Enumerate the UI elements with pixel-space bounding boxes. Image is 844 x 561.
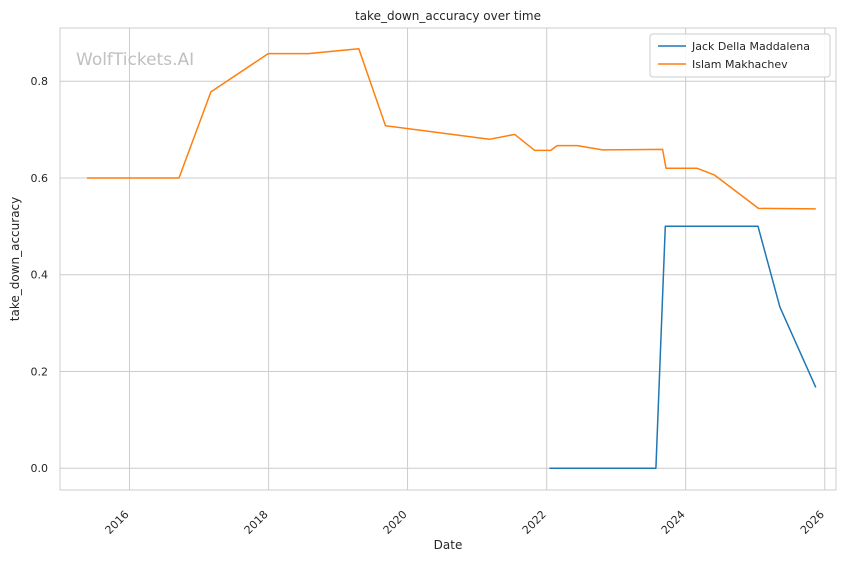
legend: Jack Della Maddalena Islam Makhachev <box>649 33 831 78</box>
y-tick-label: 0.0 <box>31 462 49 475</box>
series-line-islam-makhachev <box>87 48 816 210</box>
y-tick-label: 0.6 <box>31 172 49 185</box>
chart-title: take_down_accuracy over time <box>355 9 541 23</box>
y-tick-label: 0.8 <box>31 75 49 88</box>
plot-area-frame <box>59 27 837 491</box>
y-tick-labels: 0.0 0.2 0.4 0.6 0.8 <box>31 75 49 475</box>
legend-label-jack-della-maddalena: Jack Della Maddalena <box>691 40 810 53</box>
y-tick-label: 0.4 <box>31 269 49 282</box>
series-line-jack-della-maddalena <box>549 225 817 469</box>
series-lines <box>87 48 817 469</box>
watermark-text: WolfTickets.AI <box>76 50 194 70</box>
grid-lines <box>60 28 836 490</box>
y-tick-label: 0.2 <box>31 365 49 378</box>
legend-box <box>649 33 831 78</box>
y-axis-label: take_down_accuracy <box>8 197 22 321</box>
x-axis-label: Date <box>434 538 463 552</box>
legend-label-islam-makhachev: Islam Makhachev <box>692 58 788 71</box>
